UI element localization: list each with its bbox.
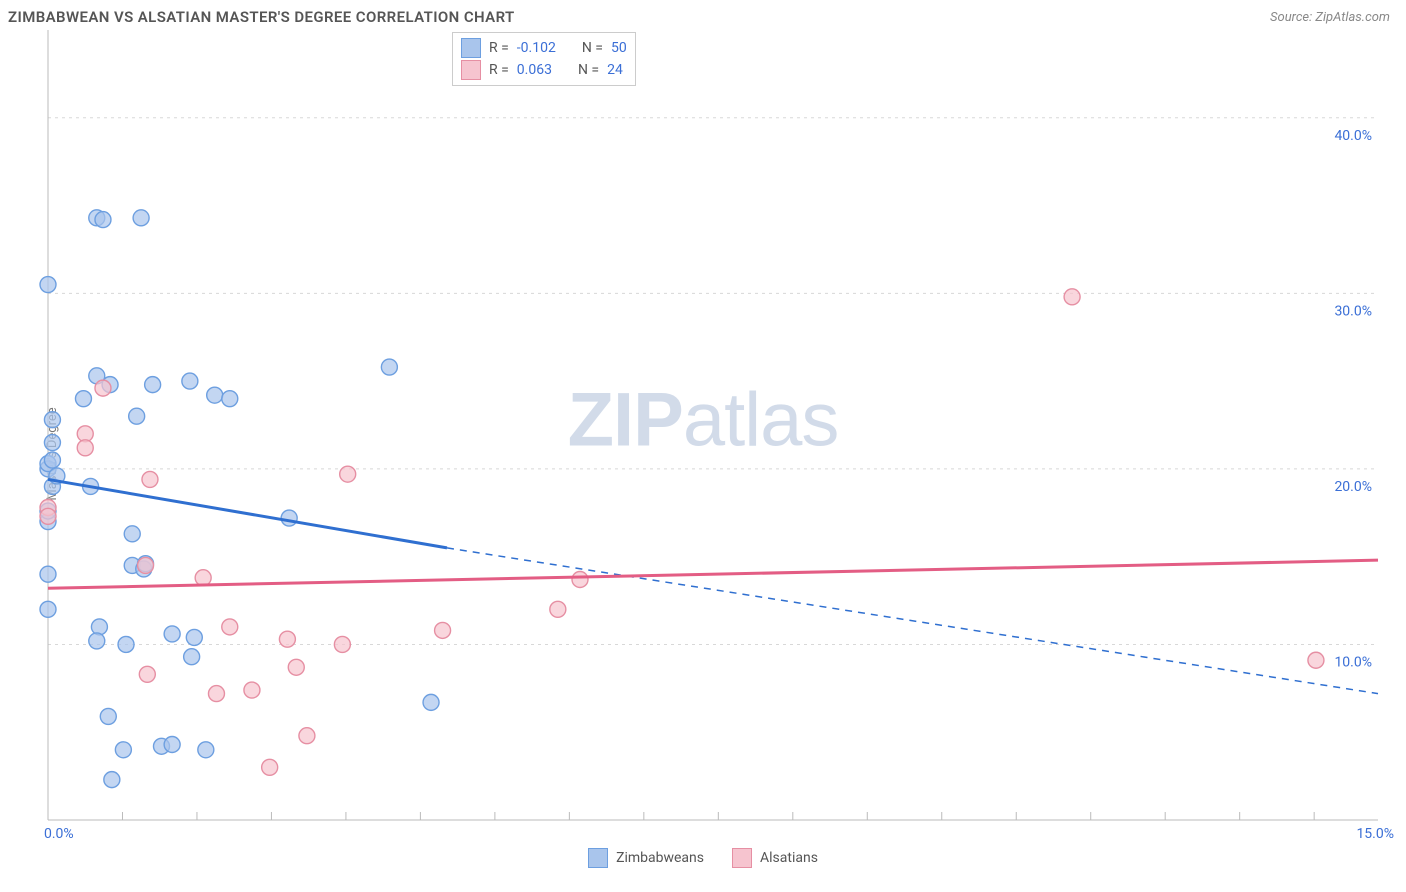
scatter-chart: 10.0% 20.0% 30.0% 40.0%: [0, 30, 1406, 878]
legend-label-1: Zimbabweans: [616, 850, 704, 866]
x-tick-left: 0.0%: [44, 826, 74, 842]
legend-swatch-pink: [732, 848, 752, 868]
svg-text:40.0%: 40.0%: [1334, 128, 1372, 144]
legend-swatch-blue: [588, 848, 608, 868]
x-tick-right: 15.0%: [1356, 826, 1394, 842]
chart-title: ZIMBABWEAN VS ALSATIAN MASTER'S DEGREE C…: [8, 8, 515, 26]
n-value-1: 50: [611, 37, 627, 59]
header: ZIMBABWEAN VS ALSATIAN MASTER'S DEGREE C…: [0, 0, 1406, 30]
legend-label-2: Alsatians: [760, 850, 818, 866]
stats-row-2: R = 0.063 N = 24: [461, 59, 627, 81]
n-label-2: N =: [578, 59, 599, 81]
bottom-legend: Zimbabweans Alsatians: [0, 848, 1406, 868]
r-value-1: -0.102: [517, 37, 556, 59]
stats-box: R = -0.102 N = 50 R = 0.063 N = 24: [452, 32, 636, 86]
svg-text:10.0%: 10.0%: [1334, 654, 1372, 670]
n-label-1: N =: [582, 37, 603, 59]
legend-item-1: Zimbabweans: [588, 848, 704, 868]
legend-item-2: Alsatians: [732, 848, 818, 868]
svg-text:20.0%: 20.0%: [1334, 479, 1372, 495]
n-value-2: 24: [607, 59, 623, 81]
svg-text:30.0%: 30.0%: [1334, 303, 1372, 319]
swatch-pink: [461, 60, 481, 80]
source-text: Source: ZipAtlas.com: [1270, 10, 1390, 25]
r-label-1: R =: [489, 37, 509, 59]
r-label-2: R =: [489, 59, 509, 81]
swatch-blue: [461, 38, 481, 58]
stats-row-1: R = -0.102 N = 50: [461, 37, 627, 59]
chart-container: Master's Degree ZIPatlas 10.0%20.0%30.0%…: [0, 30, 1406, 878]
r-value-2: 0.063: [517, 59, 552, 81]
